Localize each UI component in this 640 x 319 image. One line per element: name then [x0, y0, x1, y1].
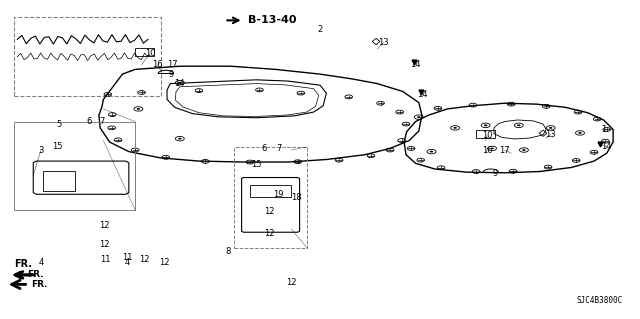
Text: 8: 8 [225, 247, 231, 256]
Text: 16: 16 [152, 60, 163, 69]
Circle shape [417, 116, 420, 118]
Text: 5: 5 [56, 120, 61, 129]
Bar [43, 171, 75, 191]
Text: 19: 19 [273, 190, 284, 199]
Circle shape [484, 124, 488, 126]
Text: 2: 2 [317, 25, 323, 34]
Text: 14: 14 [410, 60, 421, 69]
Text: 12: 12 [264, 207, 275, 216]
Circle shape [453, 127, 457, 129]
Circle shape [429, 151, 433, 152]
Text: 7: 7 [276, 144, 281, 153]
Text: FR.: FR. [27, 271, 44, 279]
Text: 9: 9 [493, 169, 498, 178]
Text: 4: 4 [125, 258, 130, 267]
Text: 3: 3 [38, 145, 44, 154]
Circle shape [136, 108, 140, 110]
Text: 1: 1 [601, 125, 606, 134]
Text: 6: 6 [262, 144, 268, 153]
Text: 10: 10 [482, 131, 492, 140]
Text: 11: 11 [100, 255, 111, 263]
Circle shape [522, 149, 525, 151]
Text: 12: 12 [99, 221, 110, 230]
Text: B-13-40: B-13-40 [248, 15, 296, 26]
Text: 6: 6 [86, 117, 92, 126]
Text: 7: 7 [99, 117, 105, 126]
Text: 12: 12 [286, 278, 296, 287]
Text: 14: 14 [175, 79, 185, 88]
Text: 14: 14 [417, 90, 428, 99]
Bar [135, 48, 154, 56]
Text: 14: 14 [602, 142, 612, 151]
Circle shape [490, 148, 494, 149]
FancyArrowPatch shape [16, 271, 33, 278]
Text: 17: 17 [499, 145, 510, 154]
Bar [14, 122, 135, 210]
Bar [234, 147, 307, 248]
Circle shape [578, 132, 582, 134]
Circle shape [549, 127, 552, 129]
Bar [250, 185, 291, 197]
Text: 15: 15 [52, 142, 63, 151]
Bar [476, 130, 495, 138]
Text: 13: 13 [378, 38, 389, 47]
Circle shape [178, 138, 182, 139]
Text: FR.: FR. [12, 280, 48, 289]
Text: 4: 4 [38, 258, 44, 267]
Circle shape [178, 82, 182, 84]
Circle shape [517, 124, 520, 126]
Text: 12: 12 [159, 258, 169, 267]
Text: 18: 18 [291, 193, 301, 202]
Text: FR.: FR. [14, 259, 32, 269]
Text: 13: 13 [545, 130, 556, 139]
Text: SJC4B3800C: SJC4B3800C [577, 296, 623, 305]
Text: 11: 11 [122, 253, 133, 262]
Text: 12: 12 [99, 241, 110, 249]
Text: 12: 12 [264, 229, 275, 238]
Text: 10: 10 [145, 49, 155, 58]
Text: 17: 17 [167, 60, 177, 69]
Text: 15: 15 [251, 160, 262, 169]
Text: 12: 12 [140, 255, 150, 263]
Text: 9: 9 [168, 70, 173, 78]
Text: 16: 16 [482, 145, 492, 154]
